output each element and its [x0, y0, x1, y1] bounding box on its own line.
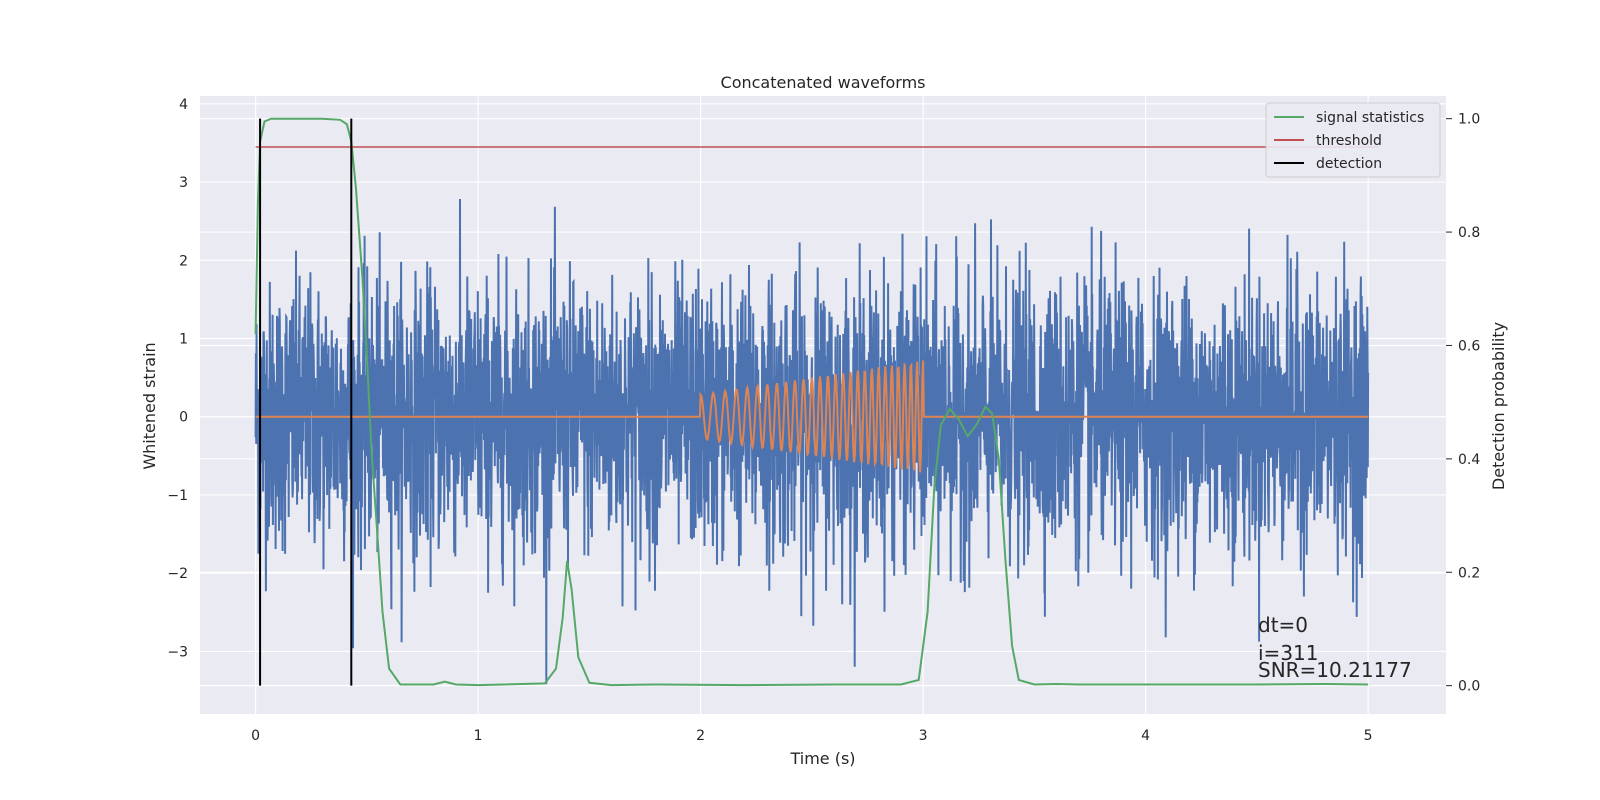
strain-series-line	[254, 198, 1370, 685]
y-tick-label-right: 0.2	[1458, 565, 1480, 581]
x-axis-title: Time (s)	[789, 749, 855, 768]
legend-box	[1265, 102, 1441, 178]
x-tick-label: 2	[696, 728, 705, 744]
y-tick-label-left: 1	[179, 332, 188, 348]
annotation-index: i=311	[1258, 641, 1319, 665]
y-tick-label-left: −3	[167, 644, 188, 660]
y-tick-label-left: 3	[179, 175, 188, 191]
x-tick-label: 0	[251, 728, 260, 744]
legend-label-threshold: threshold	[1316, 133, 1382, 149]
detection-lines	[259, 118, 353, 686]
y-tick-label-left: −1	[167, 488, 188, 504]
template-series-line	[255, 360, 1369, 473]
x-tick-label: 3	[919, 728, 928, 744]
annotation-snr: SNR=10.21177	[1258, 658, 1412, 682]
y-tick-label-right: 0.8	[1458, 225, 1480, 241]
x-axis: 0 1 2 3 4 5	[251, 728, 1372, 744]
y-tick-label-left: −2	[167, 566, 188, 582]
x-tick-label: 4	[1141, 728, 1150, 744]
legend-label-detection: detection	[1316, 156, 1382, 172]
y-tick-label-left: 4	[179, 97, 188, 113]
legend: signal statistics threshold detection	[1265, 102, 1441, 178]
y-tick-label-right: 0.6	[1458, 338, 1480, 354]
y-axis-title-right: Detection probability	[1489, 322, 1508, 490]
annotation-dt: dt=0	[1258, 613, 1308, 637]
y-tick-label-right: 1.0	[1458, 112, 1480, 128]
y-axis-right: 0.0 0.2 0.4 0.6 0.8 1.0	[1446, 112, 1480, 695]
y-axis-title-left: Whitened strain	[140, 342, 159, 469]
legend-label-signal-statistics: signal statistics	[1316, 110, 1424, 126]
x-tick-label: 5	[1364, 728, 1373, 744]
y-tick-label-left: 0	[179, 410, 188, 426]
chart-title: Concatenated waveforms	[721, 73, 926, 92]
signal-statistics-line	[254, 117, 1369, 687]
y-tick-label-left: 2	[179, 253, 188, 269]
x-tick-label: 1	[474, 728, 483, 744]
y-tick-label-right: 0.4	[1458, 452, 1480, 468]
y-axis-left: −3 −2 −1 0 1 2 3 4	[167, 97, 188, 661]
y-tick-label-right: 0.0	[1458, 679, 1480, 695]
